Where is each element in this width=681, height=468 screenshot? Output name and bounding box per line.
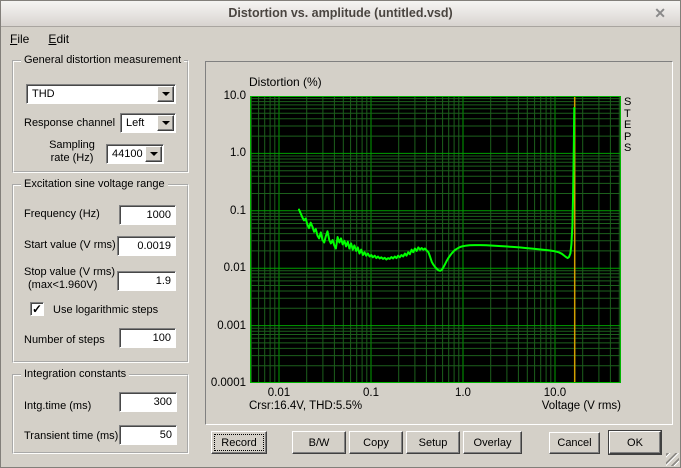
intg-time-label: Intg.time (ms) <box>24 400 92 412</box>
overlay-button[interactable]: Overlay <box>463 431 522 454</box>
chevron-down-icon <box>149 152 158 156</box>
resize-grip[interactable] <box>666 453 679 466</box>
transient-time-input[interactable] <box>119 425 177 445</box>
use-log-steps-label: Use logarithmic steps <box>53 304 159 316</box>
y-tick-label: 10.0 <box>223 90 246 102</box>
stop-value-input[interactable] <box>117 271 176 291</box>
transient-time-label: Transient time (ms) <box>24 430 119 442</box>
x-tick-label: 10.0 <box>543 387 567 399</box>
stop-value-label-line1: Stop value (V rms) <box>24 266 116 278</box>
y-tick-label: 0.001 <box>217 319 246 332</box>
start-value-input[interactable] <box>117 236 176 256</box>
frequency-label: Frequency (Hz) <box>24 208 100 220</box>
chart-panel: Distortion (%) 10.0 1.0 0.1 0.01 0.001 0.0001… <box>205 61 673 425</box>
title-bar: Distortion vs. amplitude (untitled.vsd) … <box>1 1 680 27</box>
copy-button[interactable]: Copy <box>349 431 403 454</box>
response-channel-dropdown-button[interactable] <box>157 115 174 131</box>
measurement-type-dropdown-button[interactable] <box>157 86 174 102</box>
x-axis-label: Voltage (V rms) <box>541 400 621 412</box>
stop-value-label-line2: (max<1.960V) <box>28 279 98 291</box>
response-channel-value: Left <box>126 117 145 129</box>
menu-edit[interactable]: Edit <box>48 32 70 46</box>
sampling-rate-label-line2: rate (Hz) <box>50 152 94 164</box>
sampling-rate-label-line1: Sampling <box>49 139 95 151</box>
distortion-plot[interactable] <box>250 96 621 383</box>
group-integration: Integration constants Intg.time (ms) Tra… <box>12 368 189 454</box>
menu-bar: File Edit <box>2 28 679 50</box>
sampling-rate-combobox[interactable]: 44100 <box>106 144 164 164</box>
close-icon[interactable]: ✕ <box>654 5 666 21</box>
menu-file[interactable]: File <box>10 32 30 46</box>
x-tick-label: 0.01 <box>267 387 291 399</box>
steps-axis-label: S T E P S <box>624 96 632 154</box>
intg-time-input[interactable] <box>119 392 177 412</box>
chart-title: Distortion (%) <box>249 75 322 89</box>
record-button[interactable]: Record <box>211 431 267 454</box>
cancel-button[interactable]: Cancel <box>549 432 600 454</box>
y-tick-label: 0.1 <box>230 204 246 217</box>
group-integration-title: Integration constants <box>21 368 130 380</box>
bw-button[interactable]: B/W <box>292 431 346 454</box>
sampling-rate-value: 44100 <box>112 148 143 160</box>
chevron-down-icon <box>161 121 170 125</box>
ok-button[interactable]: OK <box>609 431 661 454</box>
setup-button[interactable]: Setup <box>406 431 460 454</box>
window-title: Distortion vs. amplitude (untitled.vsd) <box>228 6 453 20</box>
group-excitation: Excitation sine voltage range Frequency … <box>12 178 189 363</box>
sampling-rate-dropdown-button[interactable] <box>145 146 162 162</box>
number-of-steps-label: Number of steps <box>24 334 105 346</box>
y-tick-label: 0.01 <box>223 262 246 275</box>
group-general-title: General distortion measurement <box>21 54 185 66</box>
response-channel-combobox[interactable]: Left <box>120 113 176 133</box>
start-value-label: Start value (V rms) <box>24 239 116 251</box>
x-tick-label: 1.0 <box>454 387 471 399</box>
y-tick-label: 0.0001 <box>210 377 246 389</box>
x-tick-label: 0.1 <box>362 387 379 399</box>
use-log-steps-checkbox[interactable] <box>30 302 44 316</box>
measurement-type-combobox[interactable]: THD <box>26 84 176 104</box>
group-excitation-title: Excitation sine voltage range <box>21 178 168 190</box>
y-tick-label: 1.0 <box>230 147 246 160</box>
group-general-distortion: General distortion measurement THD Respo… <box>12 54 189 173</box>
distortion-curve-svg <box>250 96 621 383</box>
measurement-type-value: THD <box>32 88 55 100</box>
cursor-readout: Crsr:16.4V, THD:5.5% <box>249 400 363 412</box>
response-channel-label: Response channel <box>24 117 116 129</box>
frequency-input[interactable] <box>119 205 176 225</box>
number-of-steps-input[interactable] <box>119 328 176 348</box>
chevron-down-icon <box>161 92 170 96</box>
